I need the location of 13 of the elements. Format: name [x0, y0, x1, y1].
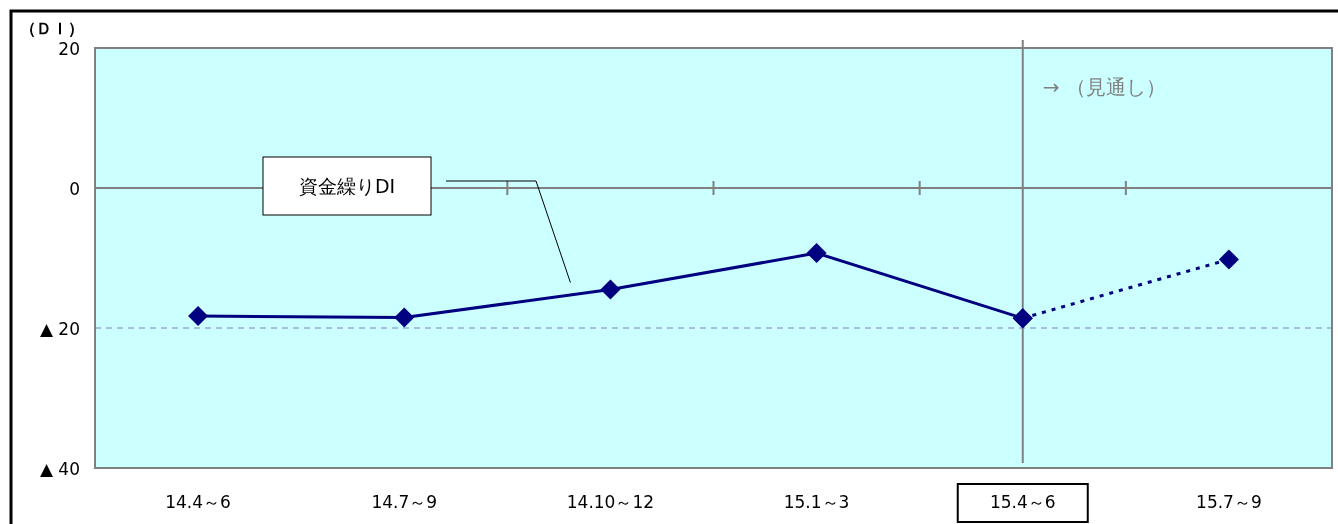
x-tick-label: 14.10～12	[566, 492, 655, 512]
x-tick-label: 15.4～6	[989, 492, 1056, 512]
x-tick-label: 14.4～6	[165, 492, 231, 512]
y-tick-label: 0	[69, 179, 80, 199]
x-tick-label: 15.1～3	[783, 492, 850, 512]
x-tick-label: 15.7～9	[1196, 492, 1262, 512]
y-tick-label: ▲ 20	[39, 319, 80, 339]
text: 資金繰りDI	[298, 175, 396, 197]
x-tick-label: 14.7～9	[371, 492, 438, 512]
y-tick-label: 20	[58, 39, 80, 59]
annotation: → （見通し）	[1042, 75, 1166, 99]
y-tick-label: ▲ 40	[39, 459, 80, 479]
y-axis-title: （ＤＩ）	[20, 19, 84, 38]
